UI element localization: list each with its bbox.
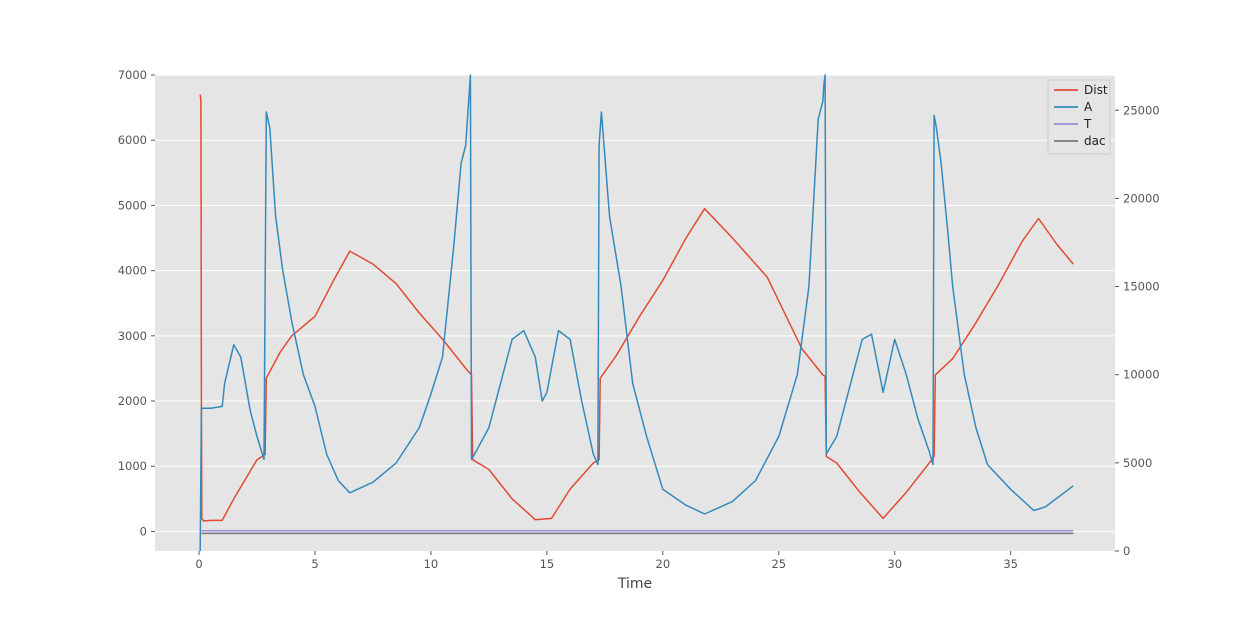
- y-tick-label: 6000: [118, 133, 147, 147]
- x-tick-label: 10: [424, 557, 439, 571]
- x-tick-label: 35: [1003, 557, 1018, 571]
- y-tick-label: 7000: [118, 68, 147, 82]
- y-tick-label: 3000: [118, 329, 147, 343]
- y2-tick-label: 10000: [1123, 368, 1160, 382]
- legend-label: dac: [1084, 134, 1106, 148]
- y2-tick-label: 0: [1123, 544, 1130, 558]
- x-tick-label: 20: [656, 557, 671, 571]
- y2-tick-label: 20000: [1123, 191, 1160, 205]
- legend-box: [1047, 79, 1111, 155]
- y-axis-right: 0 5000 10000 15000 20000 25000: [1115, 103, 1160, 558]
- y-axis-left: 0 1000 2000 3000 4000 5000 6000 7000: [118, 68, 155, 538]
- y-tick-label: 5000: [118, 198, 147, 212]
- x-tick-label: 5: [311, 557, 318, 571]
- y-tick-label: 1000: [118, 459, 147, 473]
- y2-tick-label: 15000: [1123, 280, 1160, 294]
- series-line-dist: [199, 94, 1074, 522]
- y2-tick-label: 25000: [1123, 103, 1160, 117]
- series-line-a: [199, 74, 1074, 552]
- legend-label: Dist: [1084, 83, 1108, 97]
- x-tick-label: 25: [771, 557, 786, 571]
- x-axis-label: Time: [617, 576, 652, 592]
- x-tick-label: 15: [540, 557, 555, 571]
- plot-background: [155, 75, 1115, 551]
- series-layer: [199, 74, 1074, 552]
- x-axis: 0 5 10 15 20 25 30 35: [195, 551, 1018, 571]
- y-tick-label: 2000: [118, 394, 147, 408]
- legend-label: T: [1083, 117, 1092, 131]
- x-tick-label: 30: [887, 557, 902, 571]
- y-tick-label: 0: [140, 524, 147, 538]
- y-tick-label: 4000: [118, 264, 147, 278]
- grid: [155, 74, 1115, 532]
- y2-tick-label: 5000: [1123, 456, 1152, 470]
- legend-label: A: [1084, 100, 1093, 114]
- x-tick-label: 0: [195, 557, 202, 571]
